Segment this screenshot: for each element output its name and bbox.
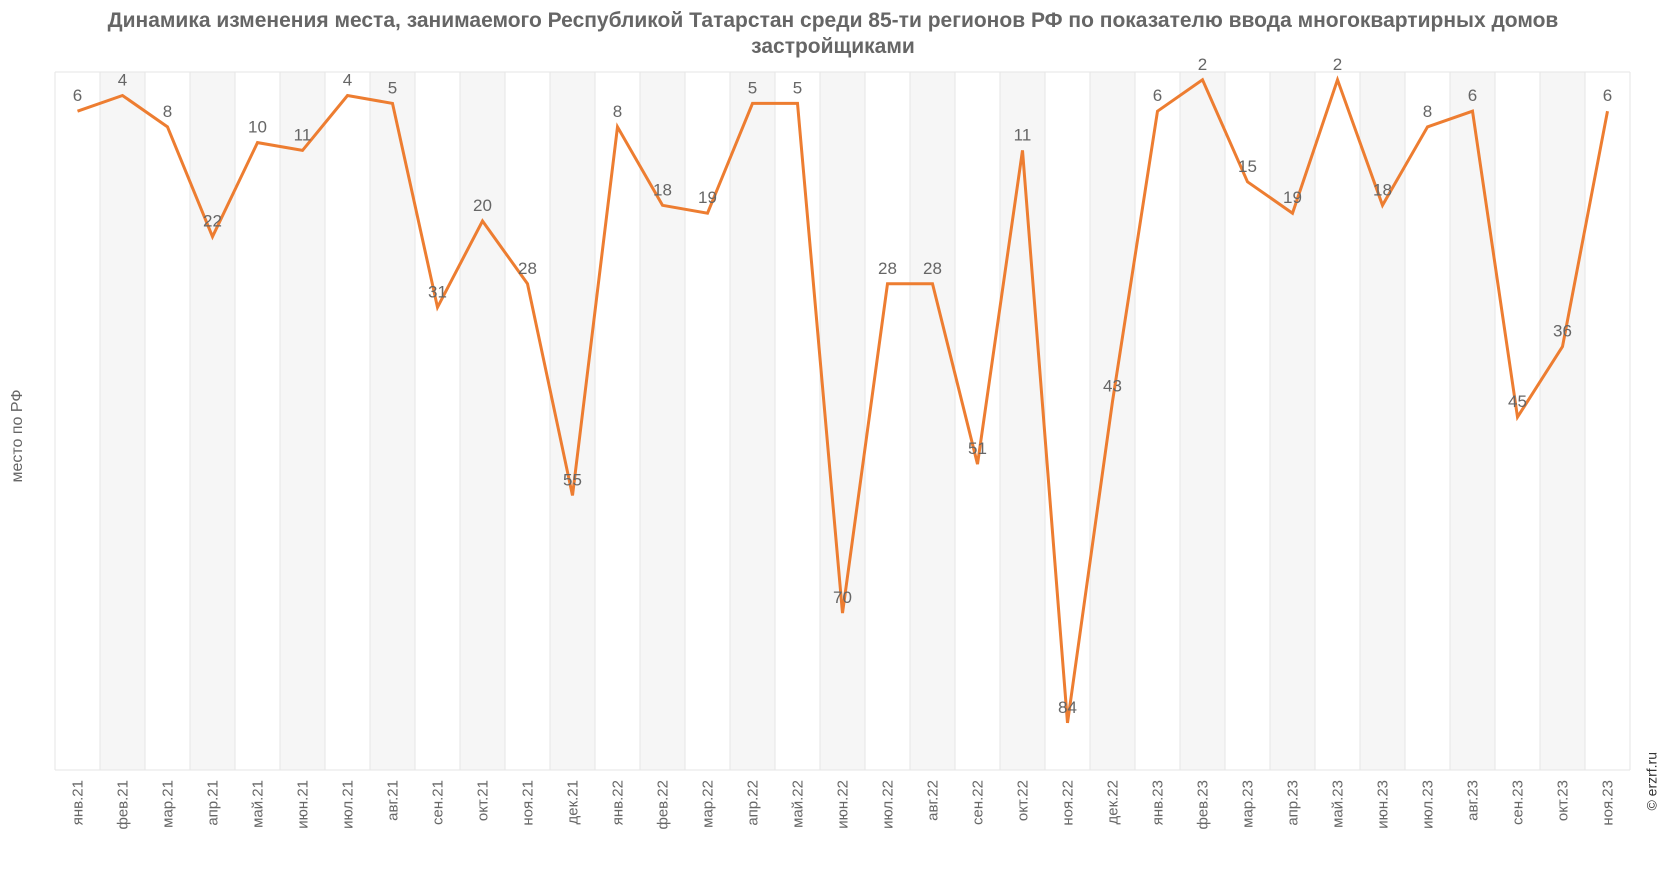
data-label: 20: [473, 196, 492, 215]
x-tick-label: июл.23: [1420, 780, 1437, 829]
x-tick-label: сен.21: [430, 780, 447, 825]
x-tick-label: июл.21: [340, 780, 357, 829]
x-tick-label: окт.21: [475, 780, 492, 821]
data-label: 36: [1553, 321, 1572, 340]
grid-band: [1450, 72, 1495, 770]
data-label: 18: [1373, 180, 1392, 199]
data-label: 19: [698, 188, 717, 207]
data-label: 5: [793, 78, 802, 97]
data-label: 8: [1423, 102, 1432, 121]
x-tick-label: фев.21: [115, 780, 132, 830]
data-label: 43: [1103, 376, 1122, 395]
x-tick-label: ноя.23: [1600, 780, 1617, 826]
data-label: 11: [1014, 125, 1032, 144]
x-tick-label: окт.23: [1555, 780, 1572, 821]
data-label: 5: [748, 78, 757, 97]
data-label: 6: [1153, 86, 1162, 105]
x-tick-label: окт.22: [1015, 780, 1032, 821]
data-label: 22: [203, 212, 222, 231]
x-tick-label: май.23: [1330, 780, 1347, 828]
x-tick-label: фев.22: [655, 780, 672, 830]
x-tick-label: мар.22: [700, 780, 717, 828]
data-label: 15: [1238, 157, 1257, 176]
data-label: 19: [1283, 188, 1302, 207]
data-label: 28: [878, 259, 897, 278]
grid-band: [730, 72, 775, 770]
data-label: 4: [343, 71, 352, 90]
x-tick-label: мар.23: [1240, 780, 1257, 828]
chart-container: Динамика изменения места, занимаемого Ре…: [0, 0, 1666, 872]
grid-band: [1180, 72, 1225, 770]
x-tick-label: июн.23: [1375, 780, 1392, 829]
data-label: 31: [428, 282, 447, 301]
data-label: 18: [653, 180, 672, 199]
x-tick-label: дек.21: [565, 780, 582, 825]
data-label: 28: [923, 259, 942, 278]
grid-band: [910, 72, 955, 770]
x-tick-label: янв.22: [610, 780, 627, 825]
data-label: 2: [1333, 55, 1342, 74]
grid-band: [1540, 72, 1585, 770]
x-tick-label: май.21: [250, 780, 267, 828]
grid-band: [280, 72, 325, 770]
x-tick-label: янв.21: [70, 780, 87, 825]
x-tick-label: июн.21: [295, 780, 312, 829]
data-label: 70: [833, 588, 852, 607]
x-tick-label: май.22: [790, 780, 807, 828]
data-label: 84: [1058, 698, 1077, 717]
x-tick-label: авг.22: [925, 780, 942, 821]
data-label: 5: [388, 78, 397, 97]
data-label: 51: [968, 439, 987, 458]
x-tick-label: дек.22: [1105, 780, 1122, 825]
x-tick-label: апр.23: [1285, 780, 1302, 826]
x-tick-label: сен.23: [1510, 780, 1527, 825]
data-label: 45: [1508, 392, 1527, 411]
x-tick-label: янв.23: [1150, 780, 1167, 825]
x-tick-label: июл.22: [880, 780, 897, 829]
x-tick-label: апр.22: [745, 780, 762, 826]
data-label: 28: [518, 259, 537, 278]
data-label: 10: [248, 118, 267, 137]
x-tick-label: мар.21: [160, 780, 177, 828]
data-label: 11: [294, 125, 312, 144]
data-label: 6: [1468, 86, 1477, 105]
grid-band: [1090, 72, 1135, 770]
grid-band: [1000, 72, 1045, 770]
x-tick-label: ноя.22: [1060, 780, 1077, 826]
x-tick-label: ноя.21: [520, 780, 537, 826]
grid-band: [460, 72, 505, 770]
grid-band: [190, 72, 235, 770]
data-label: 4: [118, 71, 127, 90]
grid-band: [100, 72, 145, 770]
chart-svg: 6482210114531202855818195570282851118443…: [0, 0, 1666, 872]
x-tick-label: авг.23: [1465, 780, 1482, 821]
x-tick-label: апр.21: [205, 780, 222, 826]
data-label: 2: [1198, 55, 1207, 74]
data-label: 8: [163, 102, 172, 121]
data-label: 6: [73, 86, 82, 105]
grid-band: [1270, 72, 1315, 770]
x-tick-label: сен.22: [970, 780, 987, 825]
x-tick-label: авг.21: [385, 780, 402, 821]
data-label: 55: [563, 471, 582, 490]
x-tick-label: фев.23: [1195, 780, 1212, 830]
x-tick-label: июн.22: [835, 780, 852, 829]
data-label: 8: [613, 102, 622, 121]
data-label: 6: [1603, 86, 1612, 105]
